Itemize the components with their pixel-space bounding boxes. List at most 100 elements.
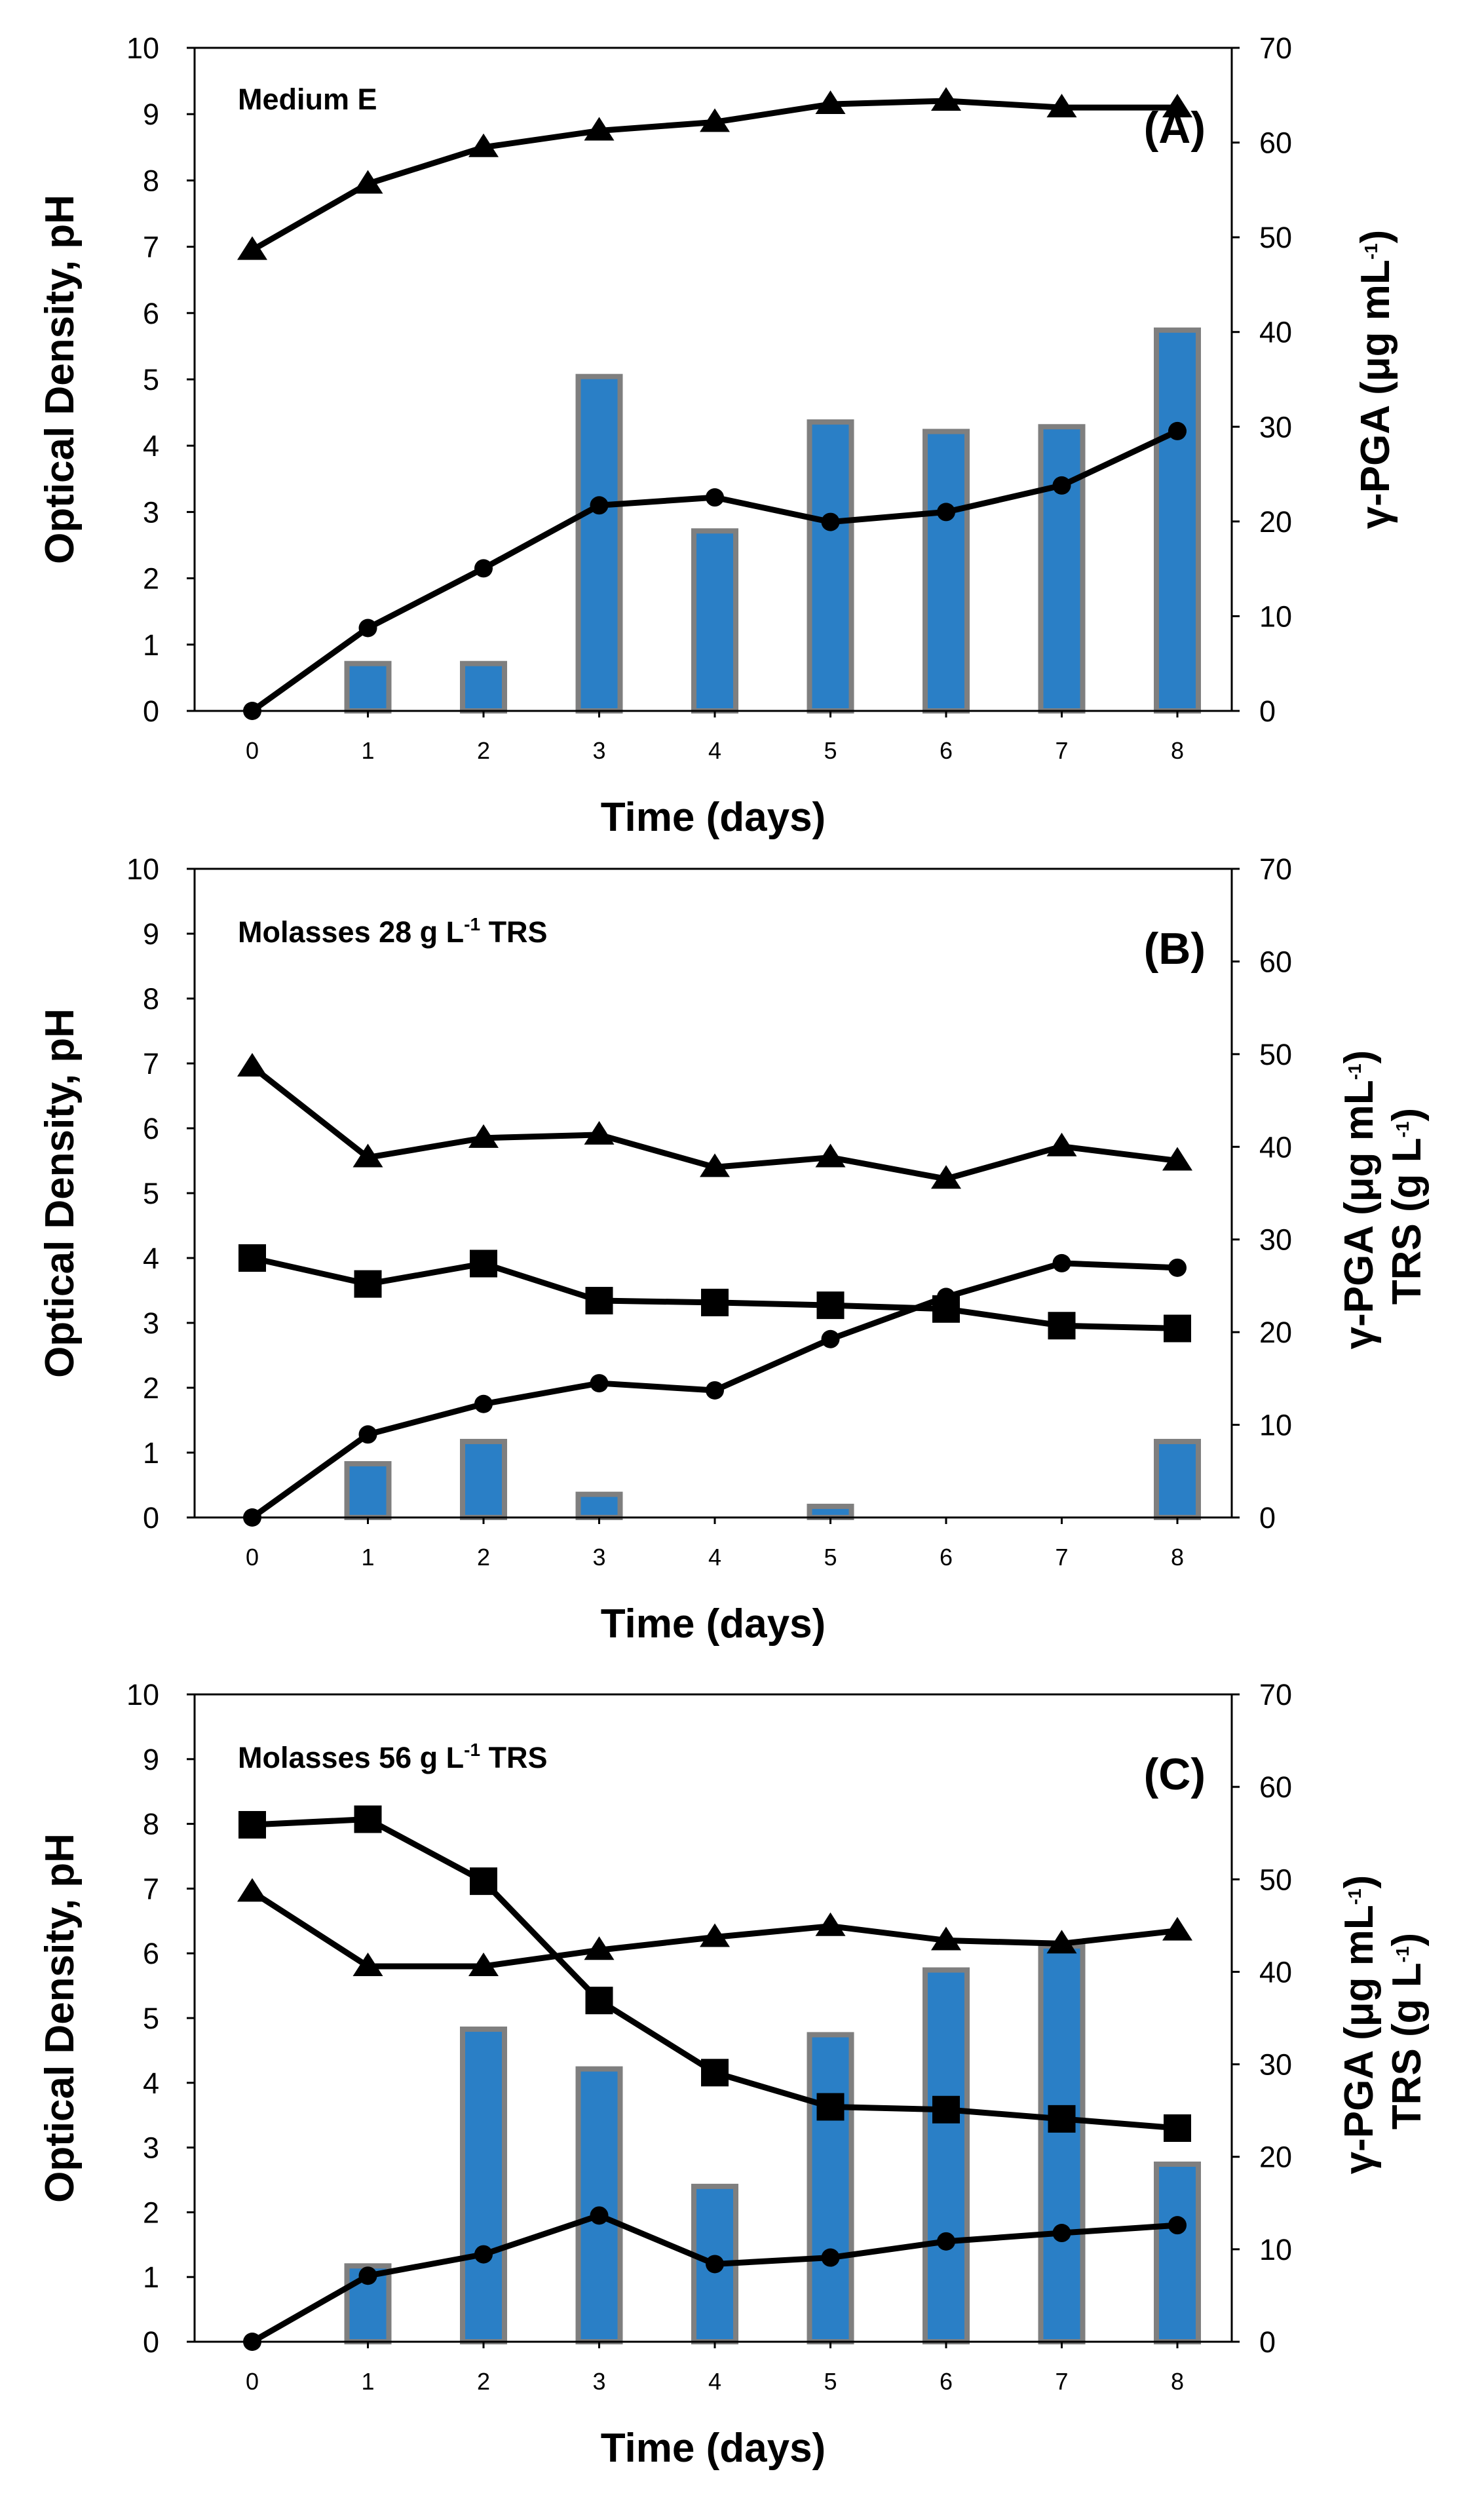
label-superscript: -1 xyxy=(1344,1888,1365,1905)
ph-marker xyxy=(468,133,499,157)
label-superscript: -1 xyxy=(1344,1063,1365,1080)
ph-marker xyxy=(815,1143,846,1168)
x-axis-title: Time (days) xyxy=(601,795,826,840)
od-marker xyxy=(590,1374,609,1393)
od-marker xyxy=(937,1288,955,1307)
od-marker xyxy=(358,619,377,638)
left-tick-label: 0 xyxy=(143,1501,159,1535)
right-tick-label: 40 xyxy=(1259,1130,1292,1164)
pga-bar xyxy=(807,419,854,714)
left-tick-label: 7 xyxy=(143,1047,159,1080)
ph-marker xyxy=(468,1124,499,1148)
trs-marker xyxy=(354,1805,382,1833)
left-tick-label: 2 xyxy=(143,2196,159,2229)
trs-marker xyxy=(1164,1314,1191,1343)
label-part: ) xyxy=(1384,1933,1430,1947)
panel-letter: (B) xyxy=(1144,924,1206,974)
right-tick-label: 70 xyxy=(1259,1678,1292,1711)
label-part: TRS (g L xyxy=(1384,1962,1430,2129)
od-marker xyxy=(474,559,493,578)
ph-marker xyxy=(468,1952,499,1976)
x-tick-label: 8 xyxy=(1171,1544,1184,1571)
ph-marker xyxy=(237,236,267,260)
ph-marker xyxy=(584,1936,615,1960)
x-tick-label: 4 xyxy=(708,2368,721,2395)
ph-marker xyxy=(352,170,383,194)
right-axis-title: γ-PGA (μg mL-1) xyxy=(1337,1050,1382,1350)
x-tick-label: 7 xyxy=(1055,2368,1068,2395)
right-tick-label: 10 xyxy=(1259,600,1292,633)
trs-marker xyxy=(238,1244,266,1272)
ph-marker xyxy=(931,1165,961,1189)
left-tick-label: 4 xyxy=(143,1242,159,1275)
left-tick-label: 3 xyxy=(143,2131,159,2165)
right-tick-label: 20 xyxy=(1259,1316,1292,1349)
left-tick-label: 8 xyxy=(143,982,159,1016)
od-marker xyxy=(474,2245,493,2264)
label-part: ) xyxy=(1384,1108,1430,1122)
od-marker xyxy=(1052,476,1071,495)
od-marker xyxy=(1168,1258,1187,1277)
od-marker xyxy=(821,2248,840,2267)
panel-title: Molasses 28 g L-1 TRS xyxy=(238,914,548,949)
x-tick-label: 5 xyxy=(824,1544,837,1571)
right-tick-label: 50 xyxy=(1259,1863,1292,1896)
label-superscript: -1 xyxy=(1392,1121,1413,1137)
right-tick-label: 30 xyxy=(1259,1223,1292,1257)
od-marker xyxy=(1168,421,1187,440)
left-tick-label: 8 xyxy=(143,164,159,197)
trs-marker xyxy=(585,1287,613,1315)
od-marker xyxy=(706,2255,724,2274)
trs-marker xyxy=(1164,2114,1191,2142)
left-tick-label: 9 xyxy=(143,98,159,131)
od-marker xyxy=(243,2333,261,2351)
x-tick-label: 2 xyxy=(477,1544,490,1571)
x-tick-label: 0 xyxy=(246,1544,259,1571)
left-tick-label: 1 xyxy=(143,2261,159,2294)
panel-title: Molasses 56 g L-1 TRS xyxy=(238,1740,548,1774)
left-axis-title: Optical Density, pH xyxy=(37,1008,83,1378)
ph-marker xyxy=(700,1923,730,1947)
left-tick-label: 7 xyxy=(143,1872,159,1905)
right-tick-label: 30 xyxy=(1259,2048,1292,2082)
label-part: γ-PGA (μg mL xyxy=(1337,1080,1382,1349)
right-tick-label: 70 xyxy=(1259,852,1292,886)
od-marker xyxy=(937,503,955,522)
left-tick-label: 1 xyxy=(143,1436,159,1470)
left-tick-label: 10 xyxy=(126,31,159,65)
right-tick-label: 40 xyxy=(1259,316,1292,349)
x-tick-label: 3 xyxy=(592,737,605,764)
trs-marker xyxy=(932,2095,960,2124)
trs-marker xyxy=(354,1270,382,1298)
trs-marker xyxy=(238,1811,266,1839)
pga-bar xyxy=(1038,1943,1086,2345)
left-tick-label: 9 xyxy=(143,1743,159,1776)
pga-bar xyxy=(460,2026,507,2345)
right-tick-label: 50 xyxy=(1259,1038,1292,1071)
left-tick-label: 2 xyxy=(143,562,159,596)
pga-bar xyxy=(344,1460,392,1521)
right-axis-title: γ-PGA (μg mL-1) xyxy=(1337,1875,1382,2175)
pga-bar xyxy=(923,429,970,714)
od-marker xyxy=(1052,1253,1071,1272)
pga-bar xyxy=(575,1491,623,1520)
right-tick-label: 10 xyxy=(1259,1409,1292,1442)
left-axis-title: Optical Density, pH xyxy=(37,1833,83,2203)
left-tick-label: 3 xyxy=(143,1307,159,1340)
ph-marker xyxy=(815,90,846,115)
left-tick-label: 4 xyxy=(143,2067,159,2100)
right-tick-label: 0 xyxy=(1259,1501,1276,1535)
left-tick-label: 7 xyxy=(143,231,159,264)
left-tick-label: 0 xyxy=(143,695,159,728)
label-part: γ-PGA (μg mL xyxy=(1353,259,1398,529)
label-part: γ-PGA (μg mL xyxy=(1337,1905,1382,2174)
right-tick-label: 40 xyxy=(1259,1955,1292,1989)
x-tick-label: 1 xyxy=(361,737,374,764)
panel-letter: (A) xyxy=(1144,103,1206,153)
x-tick-label: 6 xyxy=(940,737,953,764)
pga-bar xyxy=(344,660,392,714)
trs-marker xyxy=(585,1987,613,2015)
left-tick-label: 1 xyxy=(143,628,159,662)
trs-marker xyxy=(1048,1312,1076,1340)
label-part: Molasses 56 g L xyxy=(238,1741,464,1774)
